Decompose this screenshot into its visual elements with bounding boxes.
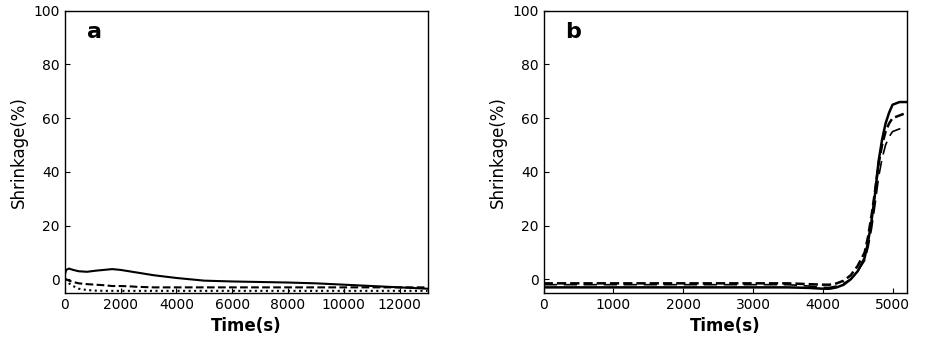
Y-axis label: Shrinkage(%): Shrinkage(%) (10, 96, 28, 208)
X-axis label: Time(s): Time(s) (211, 317, 281, 335)
Y-axis label: Shrinkage(%): Shrinkage(%) (489, 96, 507, 208)
Text: a: a (87, 22, 102, 42)
Text: b: b (565, 22, 581, 42)
X-axis label: Time(s): Time(s) (690, 317, 760, 335)
